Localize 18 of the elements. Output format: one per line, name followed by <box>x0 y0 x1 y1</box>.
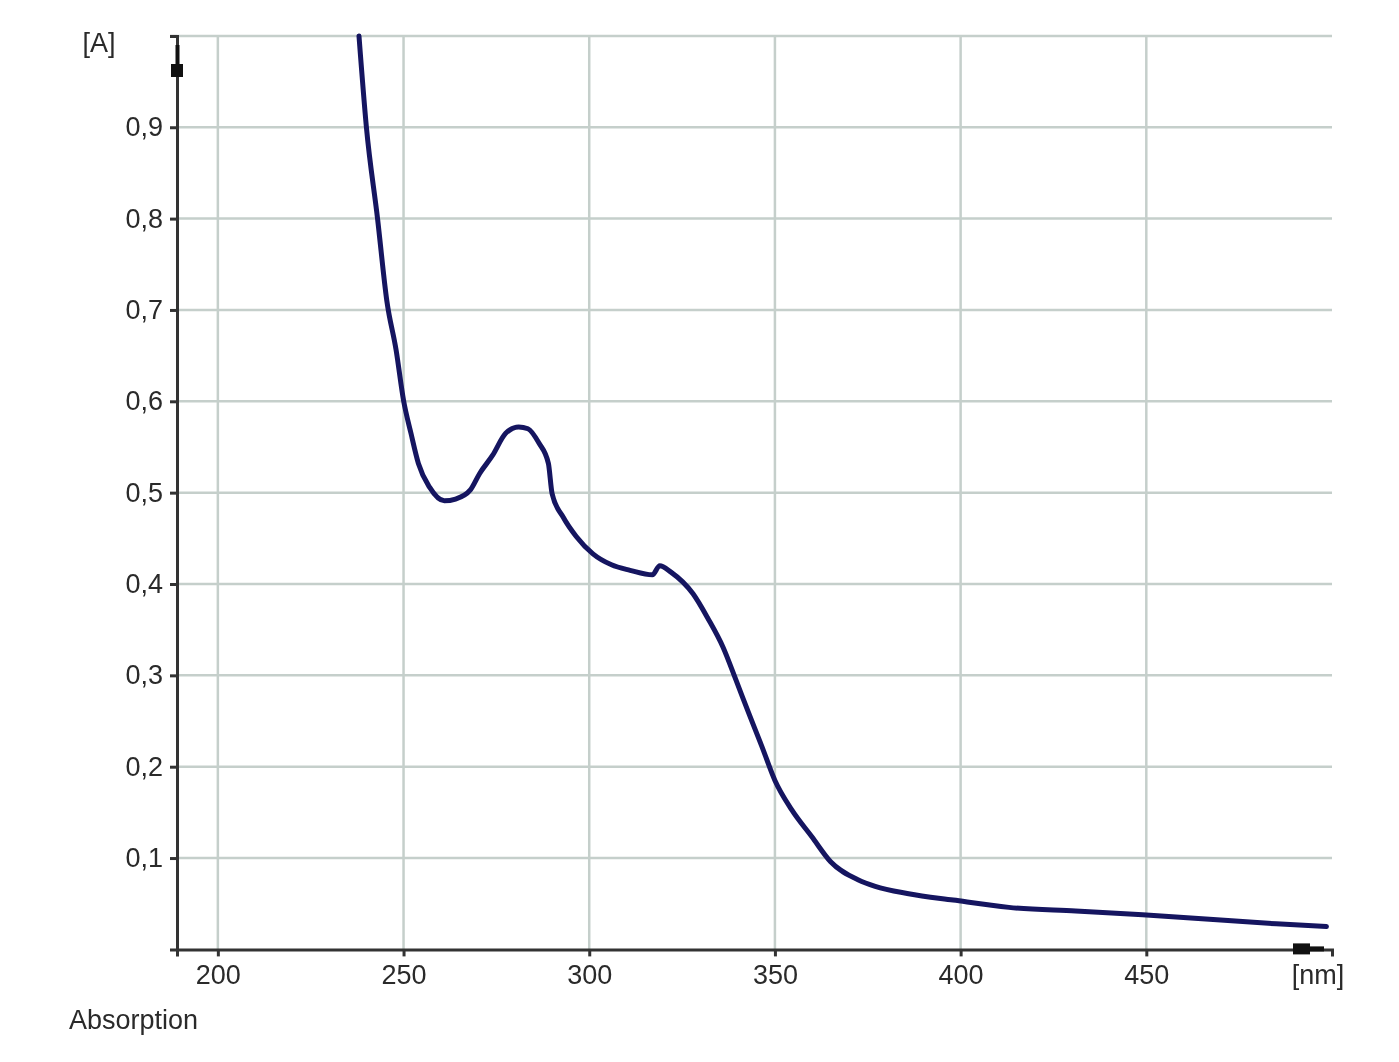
y-tick-label: 0,5 <box>125 477 163 508</box>
y-tick-label: 0,2 <box>125 751 163 782</box>
y-tick-label: 0,6 <box>125 386 163 417</box>
x-tick-label: 250 <box>381 959 427 990</box>
y-tick-label: 0,9 <box>125 112 163 143</box>
y-tick-label: 0,1 <box>125 843 163 874</box>
x-tick-label: 400 <box>938 959 984 990</box>
x-axis-title: [nm] <box>1291 960 1345 990</box>
x-tick-label: 200 <box>195 959 241 990</box>
y-tick-label: 0,7 <box>125 295 163 326</box>
y-tick-label: 0,4 <box>125 569 163 600</box>
text: Absorption <box>69 1005 199 1035</box>
x-tick-label: 300 <box>567 959 613 990</box>
y-axis-title: [A] <box>82 28 116 58</box>
y-tick-label: 0,3 <box>125 660 163 691</box>
y-tick-label: 0,8 <box>125 203 163 234</box>
x-tick-label: 450 <box>1124 959 1170 990</box>
x-tick-label: 350 <box>752 959 798 990</box>
